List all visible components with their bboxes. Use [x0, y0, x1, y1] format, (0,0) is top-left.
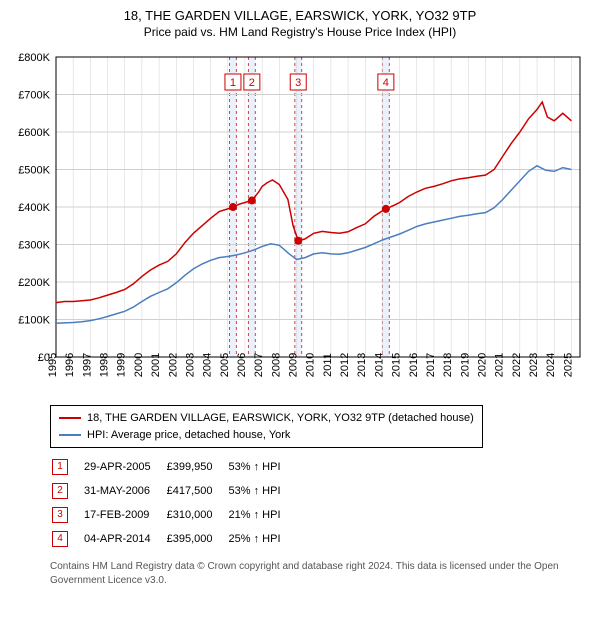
event-date: 04-APR-2014 [84, 528, 165, 550]
svg-text:2024: 2024 [545, 353, 557, 377]
svg-text:2006: 2006 [236, 353, 248, 377]
svg-text:£700K: £700K [18, 90, 50, 102]
svg-text:£100K: £100K [18, 315, 50, 327]
event-number: 1 [52, 459, 68, 475]
legend-swatch [59, 417, 81, 419]
event-pct: 53% ↑ HPI [229, 456, 295, 478]
svg-text:2001: 2001 [150, 353, 162, 377]
event-row: 4 04-APR-2014£395,00025% ↑ HPI [52, 528, 295, 550]
svg-text:2005: 2005 [219, 353, 231, 377]
chart-title: 18, THE GARDEN VILLAGE, EARSWICK, YORK, … [10, 8, 590, 23]
svg-text:1995: 1995 [47, 353, 59, 377]
svg-text:2022: 2022 [511, 353, 523, 377]
legend-label: HPI: Average price, detached house, York [87, 427, 290, 444]
event-pct: 53% ↑ HPI [229, 480, 295, 502]
event-number: 2 [52, 483, 68, 499]
svg-text:1: 1 [230, 77, 236, 89]
svg-text:2017: 2017 [425, 353, 437, 377]
svg-text:£500K: £500K [18, 165, 50, 177]
svg-text:£400K: £400K [18, 202, 50, 214]
svg-text:3: 3 [295, 77, 301, 89]
svg-text:2016: 2016 [408, 353, 420, 377]
svg-text:2020: 2020 [477, 353, 489, 377]
svg-text:2021: 2021 [494, 353, 506, 377]
legend-swatch [59, 434, 81, 436]
event-price: £417,500 [167, 480, 227, 502]
event-pct: 21% ↑ HPI [229, 504, 295, 526]
svg-text:1996: 1996 [64, 353, 76, 377]
event-row: 3 17-FEB-2009£310,00021% ↑ HPI [52, 504, 295, 526]
svg-text:£600K: £600K [18, 127, 50, 139]
copyright-text: Contains HM Land Registry data © Crown c… [50, 560, 580, 588]
svg-text:1998: 1998 [99, 353, 111, 377]
event-number: 4 [52, 531, 68, 547]
svg-text:2012: 2012 [339, 353, 351, 377]
legend-box: 18, THE GARDEN VILLAGE, EARSWICK, YORK, … [50, 405, 483, 448]
event-price: £310,000 [167, 504, 227, 526]
svg-text:4: 4 [383, 77, 389, 89]
event-date: 29-APR-2005 [84, 456, 165, 478]
events-table: 1 29-APR-2005£399,95053% ↑ HPI 2 31-MAY-200… [50, 454, 297, 552]
event-date: 17-FEB-2009 [84, 504, 165, 526]
svg-text:2003: 2003 [184, 353, 196, 377]
legend-row: 18, THE GARDEN VILLAGE, EARSWICK, YORK, … [59, 410, 474, 427]
svg-text:£300K: £300K [18, 240, 50, 252]
chart-area: £0£100K£200K£300K£400K£500K£600K£700K£80… [10, 47, 590, 397]
event-price: £395,000 [167, 528, 227, 550]
svg-text:2000: 2000 [133, 353, 145, 377]
svg-text:2002: 2002 [167, 353, 179, 377]
legend-label: 18, THE GARDEN VILLAGE, EARSWICK, YORK, … [87, 410, 474, 427]
event-row: 2 31-MAY-2006£417,50053% ↑ HPI [52, 480, 295, 502]
svg-text:2023: 2023 [528, 353, 540, 377]
svg-text:1999: 1999 [116, 353, 128, 377]
svg-text:2025: 2025 [562, 353, 574, 377]
svg-text:2: 2 [249, 77, 255, 89]
svg-text:2007: 2007 [253, 353, 265, 377]
svg-text:2014: 2014 [373, 353, 385, 377]
svg-text:1997: 1997 [81, 353, 93, 377]
svg-text:2015: 2015 [391, 353, 403, 377]
svg-text:2018: 2018 [442, 353, 454, 377]
legend-row: HPI: Average price, detached house, York [59, 427, 474, 444]
event-price: £399,950 [167, 456, 227, 478]
svg-text:£800K: £800K [18, 52, 50, 64]
svg-text:2004: 2004 [202, 353, 214, 377]
svg-text:2013: 2013 [356, 353, 368, 377]
event-row: 1 29-APR-2005£399,95053% ↑ HPI [52, 456, 295, 478]
svg-text:2008: 2008 [270, 353, 282, 377]
svg-text:2009: 2009 [288, 353, 300, 377]
svg-text:2010: 2010 [305, 353, 317, 377]
event-pct: 25% ↑ HPI [229, 528, 295, 550]
chart-svg: £0£100K£200K£300K£400K£500K£600K£700K£80… [10, 47, 590, 397]
svg-text:2019: 2019 [459, 353, 471, 377]
chart-subtitle: Price paid vs. HM Land Registry's House … [10, 25, 590, 39]
event-date: 31-MAY-2006 [84, 480, 165, 502]
svg-text:£200K: £200K [18, 277, 50, 289]
event-number: 3 [52, 507, 68, 523]
